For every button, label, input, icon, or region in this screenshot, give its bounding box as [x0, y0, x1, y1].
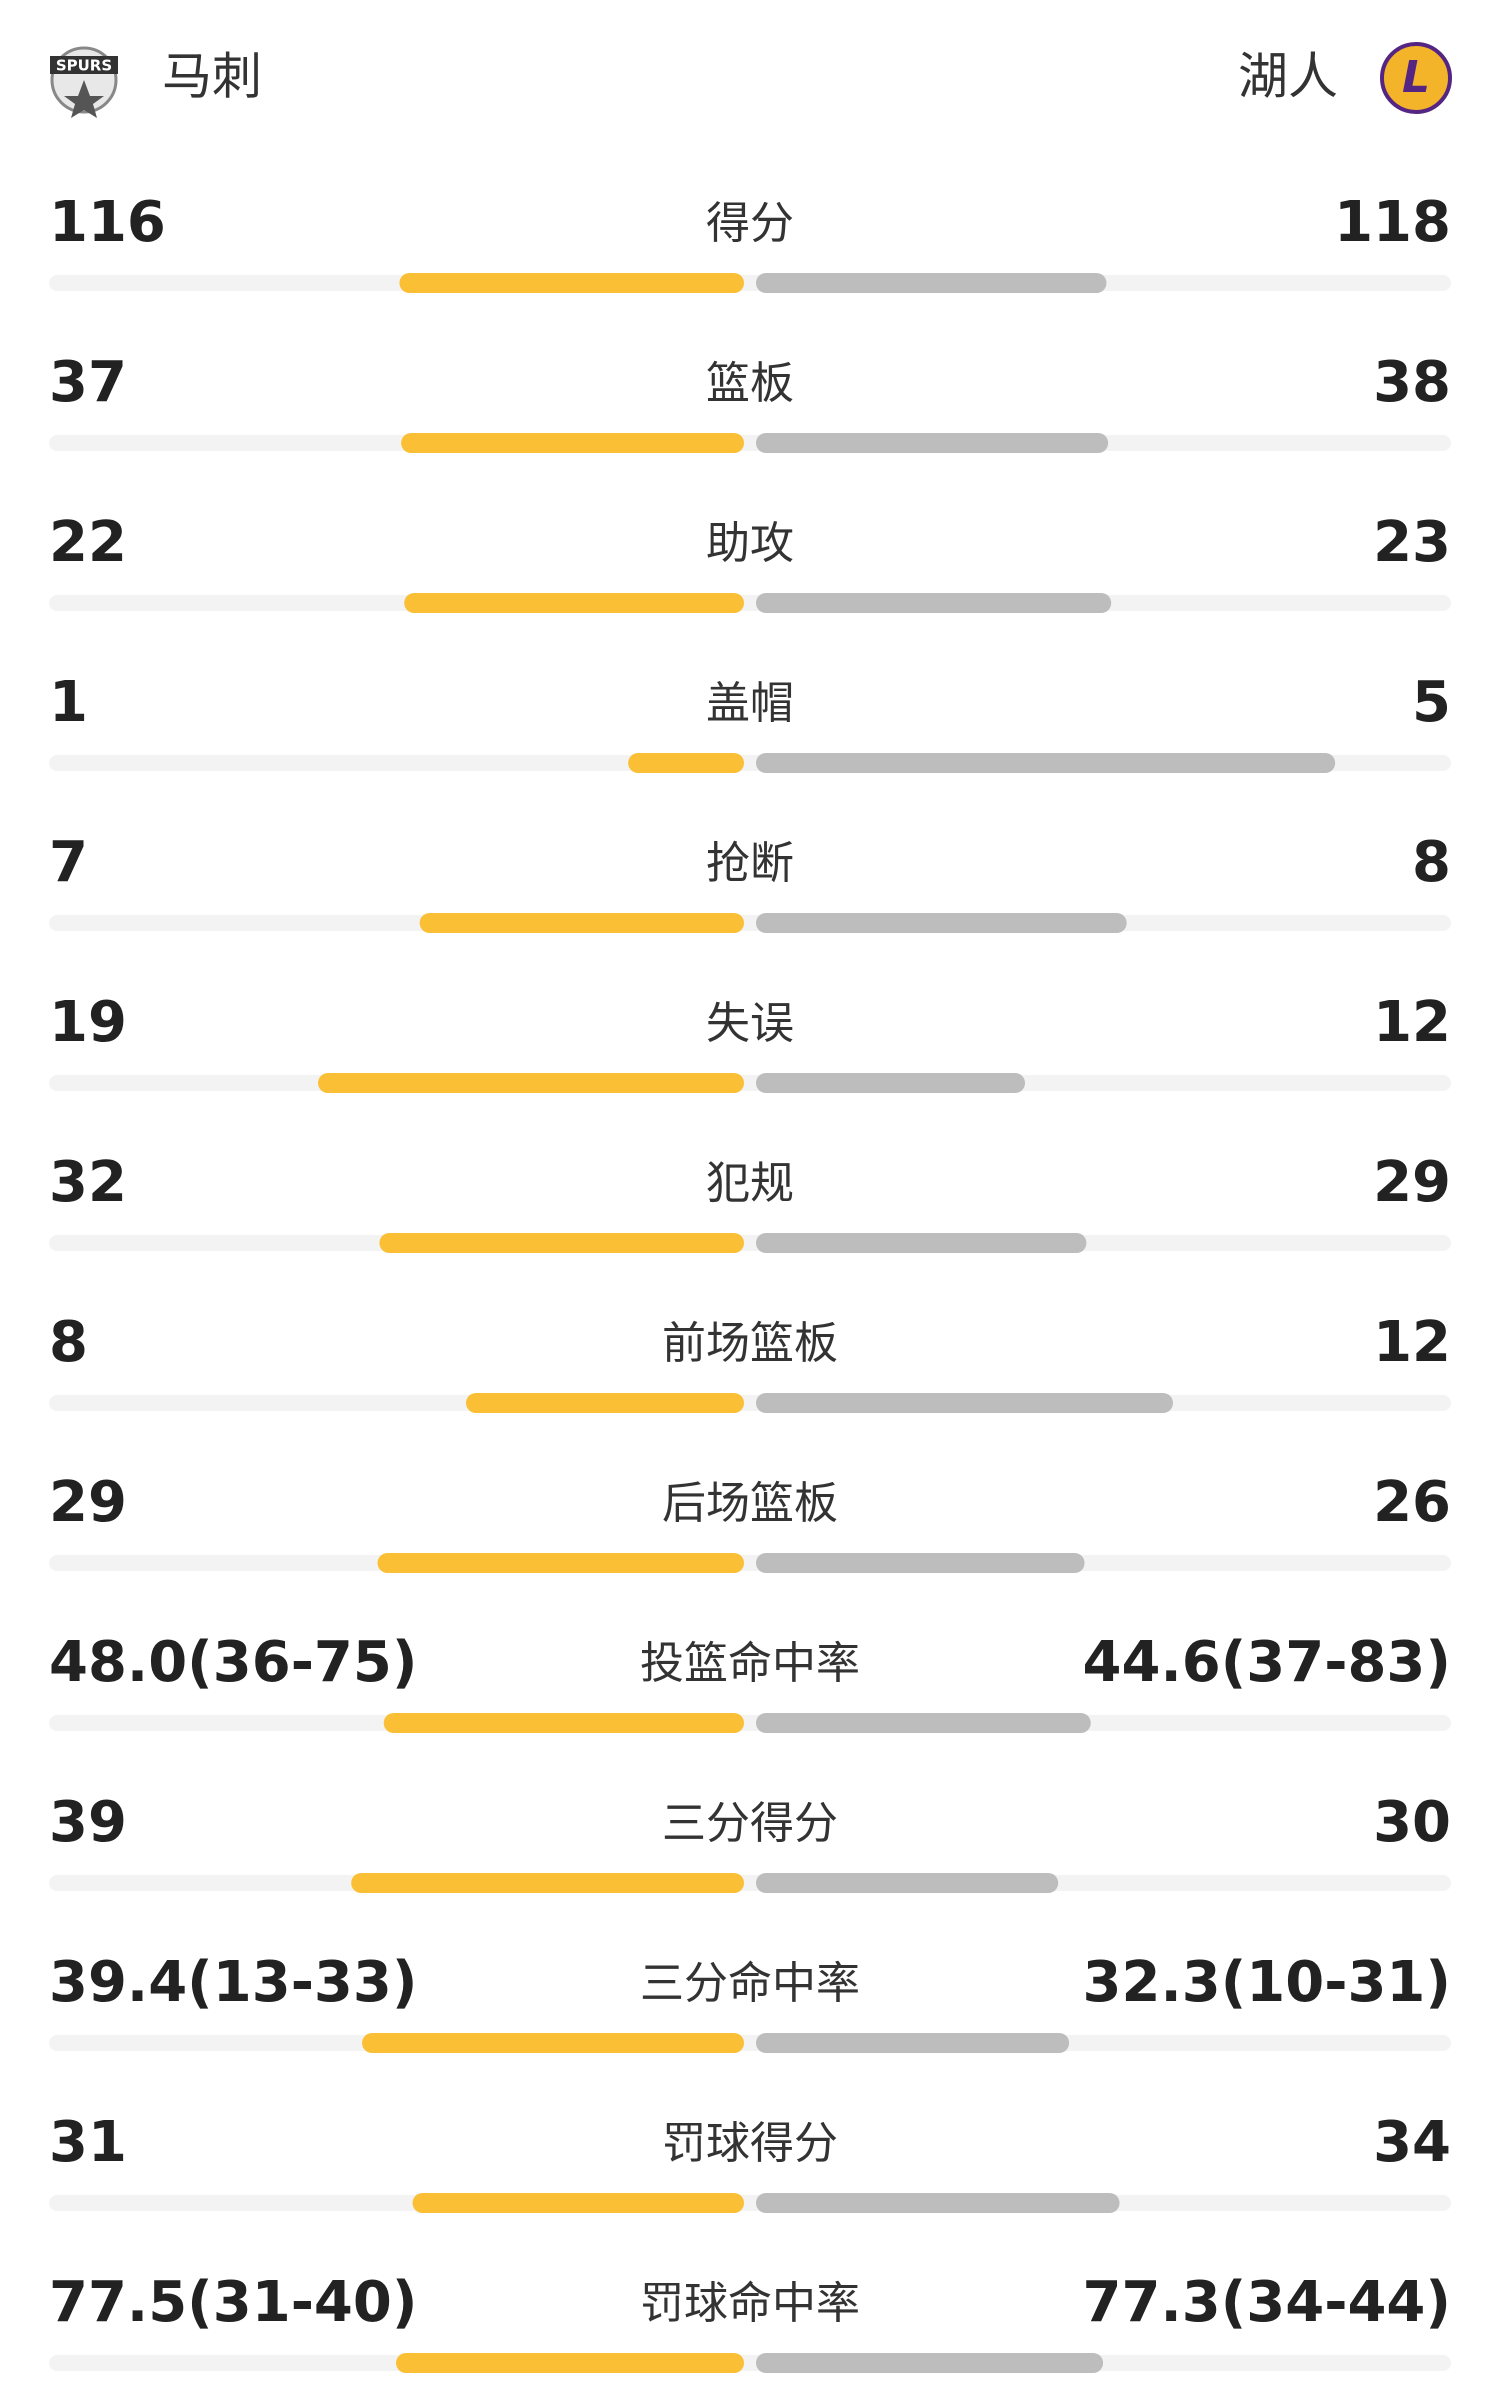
- right-bar: [756, 593, 1112, 613]
- svg-text:L: L: [1402, 52, 1430, 103]
- left-bar: [396, 2353, 744, 2373]
- track: [49, 915, 1451, 931]
- left-bar: [404, 593, 744, 613]
- track: [49, 1395, 1451, 1411]
- spurs-logo: SPURS: [50, 46, 118, 118]
- right-bar: [756, 2033, 1070, 2053]
- track: [49, 1075, 1451, 1091]
- right-value: 38: [1373, 350, 1451, 415]
- left-value: 116: [49, 190, 166, 255]
- track: [49, 2195, 1451, 2211]
- track: [49, 1875, 1451, 1891]
- left-value: 1: [49, 670, 88, 735]
- track: [49, 2355, 1451, 2371]
- stat-label: 犯规: [706, 1158, 794, 1209]
- left-value: 77.5(31-40): [49, 2270, 417, 2335]
- stat-label: 投篮命中率: [640, 1638, 860, 1689]
- left-bar: [383, 1713, 744, 1733]
- right-value: 118: [1334, 190, 1451, 255]
- track: [49, 435, 1451, 451]
- left-bar: [399, 273, 744, 293]
- track: [49, 1235, 1451, 1251]
- left-value: 39: [49, 1790, 127, 1855]
- stat-label: 得分: [706, 198, 794, 249]
- right-bar: [756, 913, 1127, 933]
- track: [49, 275, 1451, 291]
- stat-label: 三分得分: [662, 1798, 838, 1849]
- right-bar: [756, 273, 1107, 293]
- left-value: 7: [49, 830, 88, 895]
- left-value: 29: [49, 1470, 127, 1535]
- right-bar: [756, 1553, 1085, 1573]
- stat-label: 三分命中率: [640, 1958, 860, 2009]
- stat-label: 失误: [706, 998, 794, 1049]
- right-team-name: 湖人: [1238, 48, 1338, 106]
- right-bar: [756, 1393, 1173, 1413]
- left-value: 48.0(36-75): [49, 1630, 417, 1695]
- right-value: 12: [1373, 1310, 1451, 1375]
- track: [49, 595, 1451, 611]
- right-bar: [756, 1873, 1059, 1893]
- right-bar: [756, 433, 1109, 453]
- right-value: 12: [1373, 990, 1451, 1055]
- right-value: 26: [1373, 1470, 1451, 1535]
- right-value: 44.6(37-83): [1083, 1630, 1451, 1695]
- left-value: 22: [49, 510, 127, 575]
- right-bar: [756, 2193, 1120, 2213]
- left-value: 31: [49, 2110, 127, 2175]
- left-value: 32: [49, 1150, 127, 1215]
- stat-rows: 116 得分 118 37 篮板 38 22 助攻 23 1 盖帽 5 7 抢断 8 19 失误 12 32 犯规 29…: [49, 190, 1451, 2373]
- left-bar: [628, 753, 744, 773]
- left-team-name: 马刺: [162, 48, 262, 106]
- left-bar: [419, 913, 744, 933]
- right-bar: [756, 1713, 1091, 1733]
- left-bar: [379, 1233, 744, 1253]
- right-bar: [756, 753, 1336, 773]
- lakers-logo: L: [1380, 42, 1452, 114]
- left-value: 39.4(13-33): [49, 1950, 417, 2015]
- stat-label: 助攻: [706, 518, 794, 569]
- stat-label: 抢断: [706, 838, 794, 889]
- left-bar: [412, 2193, 744, 2213]
- stat-label: 罚球得分: [662, 2118, 838, 2169]
- left-bar: [466, 1393, 744, 1413]
- left-bar: [377, 1553, 744, 1573]
- right-value: 30: [1373, 1790, 1451, 1855]
- track: [49, 2035, 1451, 2051]
- svg-text:SPURS: SPURS: [56, 57, 112, 75]
- right-value: 77.3(34-44): [1083, 2270, 1451, 2335]
- right-value: 34: [1373, 2110, 1451, 2175]
- left-value: 19: [49, 990, 127, 1055]
- track: [49, 1555, 1451, 1571]
- left-bar: [351, 1873, 744, 1893]
- right-bar: [756, 2353, 1104, 2373]
- right-value: 23: [1373, 510, 1451, 575]
- right-bar: [756, 1233, 1087, 1253]
- right-value: 29: [1373, 1150, 1451, 1215]
- stat-label: 篮板: [706, 358, 794, 409]
- left-bar: [401, 433, 744, 453]
- stat-label: 前场篮板: [662, 1318, 838, 1369]
- stat-label: 盖帽: [706, 678, 794, 729]
- track: [49, 1715, 1451, 1731]
- left-value: 8: [49, 1310, 88, 1375]
- stat-label: 罚球命中率: [640, 2278, 860, 2329]
- right-value: 5: [1412, 670, 1451, 735]
- right-value: 8: [1412, 830, 1451, 895]
- right-bar: [756, 1073, 1026, 1093]
- left-value: 37: [49, 350, 127, 415]
- left-bar: [362, 2033, 744, 2053]
- stat-label: 后场篮板: [662, 1478, 838, 1529]
- left-bar: [318, 1073, 744, 1093]
- right-value: 32.3(10-31): [1083, 1950, 1451, 2015]
